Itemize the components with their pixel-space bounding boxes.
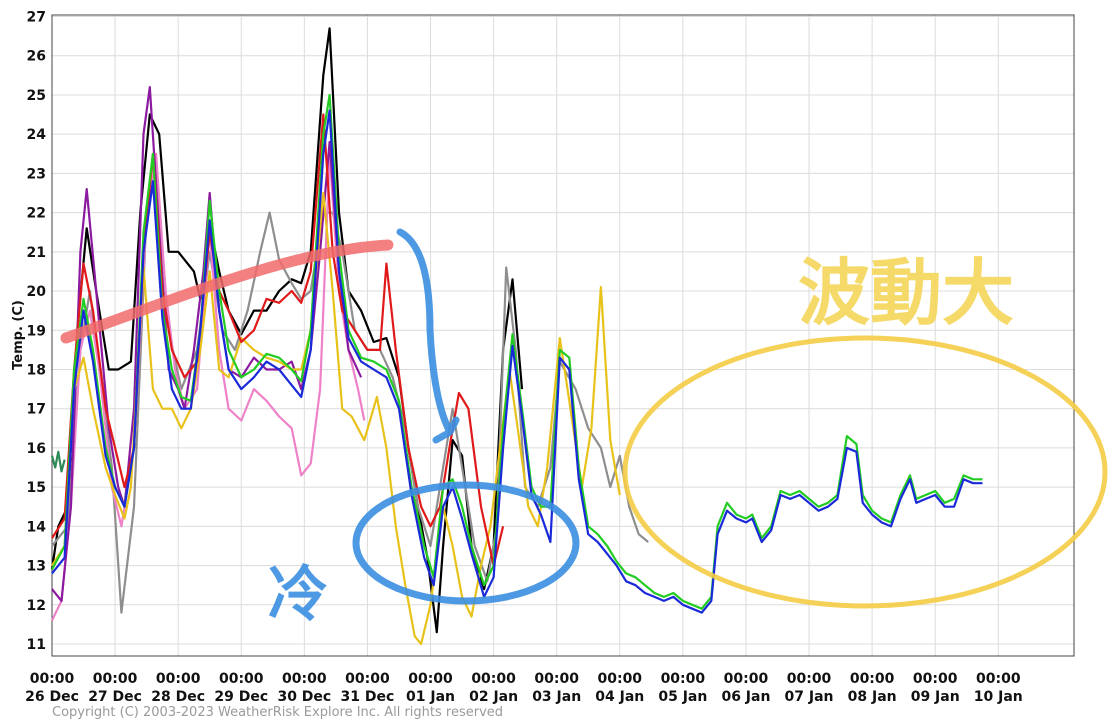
x-tick-time-label: 00:00 <box>534 671 579 687</box>
blue-cold-circle <box>352 481 580 605</box>
y-tick-label: 25 <box>27 88 46 104</box>
y-tick-label: 12 <box>27 598 46 614</box>
x-tick-date-label: 27 Dec <box>88 689 142 705</box>
yellow-volatility-circle <box>622 335 1108 609</box>
plot-area-frame <box>51 14 1075 657</box>
series-line-8 <box>50 450 66 473</box>
x-tick-date-label: 06 Jan <box>721 689 770 705</box>
red-trend-stroke <box>60 239 394 344</box>
x-tick-date-label: 31 Dec <box>341 689 395 705</box>
y-tick-label: 20 <box>27 284 47 300</box>
x-tick-date-label: 30 Dec <box>277 689 331 705</box>
x-tick-date-label: 28 Dec <box>151 689 205 705</box>
x-tick-time-label: 00:00 <box>408 671 453 687</box>
y-axis-label: Temp. (C) <box>11 300 26 370</box>
handwritten-annotations: 冷 波動大 <box>60 228 1108 630</box>
x-tick-time-label: 00:00 <box>219 671 264 687</box>
y-tick-label: 22 <box>27 206 46 222</box>
x-tick-time-label: 00:00 <box>30 671 75 687</box>
y-tick-label: 17 <box>27 402 46 418</box>
x-tick-time-label: 00:00 <box>661 671 706 687</box>
y-tick-label: 26 <box>27 49 46 65</box>
y-tick-label: 15 <box>27 480 46 496</box>
x-tick-date-label: 03 Jan <box>532 689 581 705</box>
x-axis-ticks: 00:00 26 Dec 00:00 27 Dec 00:00 28 Dec 00:00 29… <box>25 671 1023 705</box>
x-tick-date-label: 01 Jan <box>406 689 455 705</box>
x-tick-date-label: 04 Jan <box>595 689 644 705</box>
y-tick-label: 21 <box>27 245 46 261</box>
series-line-5 <box>51 113 505 567</box>
x-tick-date-label: 07 Jan <box>785 689 834 705</box>
x-tick-time-label: 00:00 <box>93 671 138 687</box>
y-tick-label: 19 <box>27 323 46 339</box>
volatility-annotation-label: 波動大 <box>798 251 1014 335</box>
series-line-0 <box>50 27 524 634</box>
y-tick-label: 27 <box>27 10 46 26</box>
y-axis-ticks: 11 12 13 14 15 16 17 18 19 20 21 22 23 24 25 26 27 <box>27 10 47 654</box>
x-tick-time-label: 00:00 <box>724 671 769 687</box>
x-tick-time-label: 00:00 <box>471 671 516 687</box>
blue-downward-arrow <box>396 228 460 444</box>
x-tick-time-label: 00:00 <box>597 671 642 687</box>
x-tick-time-label: 00:00 <box>976 671 1021 687</box>
y-tick-label: 18 <box>27 362 46 378</box>
y-tick-label: 24 <box>27 127 47 143</box>
x-tick-time-label: 00:00 <box>282 671 327 687</box>
y-tick-label: 11 <box>27 637 46 653</box>
x-tick-date-label: 09 Jan <box>911 689 960 705</box>
x-tick-time-label: 00:00 <box>850 671 895 687</box>
x-tick-date-label: 05 Jan <box>658 689 707 705</box>
x-tick-date-label: 10 Jan <box>974 689 1023 705</box>
copyright-notice: Copyright (C) 2003-2023 WeatherRisk Expl… <box>52 705 503 720</box>
y-tick-label: 23 <box>27 166 46 182</box>
x-tick-time-label: 00:00 <box>787 671 832 687</box>
x-tick-date-label: 02 Jan <box>469 689 518 705</box>
y-tick-label: 14 <box>27 519 47 535</box>
y-tick-label: 13 <box>27 559 46 575</box>
series-line-7 <box>51 109 983 614</box>
x-tick-time-label: 00:00 <box>345 671 390 687</box>
x-tick-date-label: 26 Dec <box>25 689 79 705</box>
x-tick-time-label: 00:00 <box>156 671 201 687</box>
cold-annotation-label: 冷 <box>268 560 328 630</box>
y-tick-label: 16 <box>27 441 46 457</box>
x-tick-date-label: 29 Dec <box>214 689 268 705</box>
x-tick-date-label: 08 Jan <box>848 689 897 705</box>
x-tick-time-label: 00:00 <box>913 671 958 687</box>
